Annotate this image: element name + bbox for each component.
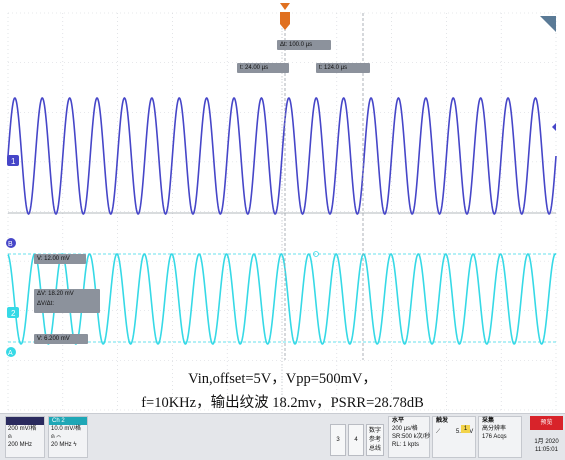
acquisition-count: 176 Acqs: [482, 434, 507, 440]
trigger-header: 触发: [436, 418, 449, 424]
waveform-display[interactable]: 1 B 2 A Δt: 100.0 µs t: 24.00 µs t: 124.…: [0, 0, 565, 413]
trigger-level-icon[interactable]: [552, 123, 556, 131]
delta-v-value: ΔV: 18.20 mV: [37, 291, 74, 297]
delta-v-dt-label: ΔV/Δt:: [37, 301, 55, 307]
caption-line-2: f=10KHz，输出纹波 18.2mv，PSRR=28.78dB: [141, 395, 424, 411]
sample-rate: SR:500 k次/秒: [392, 434, 431, 440]
svg-text:2: 2: [11, 309, 16, 318]
cursor-handle-icon[interactable]: [313, 251, 319, 257]
acquisition-settings[interactable]: 采集 高分辨率 176 Acqs: [478, 416, 522, 458]
stop-preview-button[interactable]: 预览: [530, 416, 563, 430]
channel-4-button[interactable]: 4: [348, 424, 364, 456]
channel-1-trace: [7, 97, 557, 215]
corner-menu-icon[interactable]: [540, 16, 556, 32]
channel-1-waveform: [7, 97, 557, 215]
svg-text:1: 1: [11, 157, 16, 166]
channel-2-header: Ch 2: [49, 417, 87, 425]
cursor-2-time-readout: t: 124.0 µs: [316, 63, 370, 73]
delta-t-readout: Δt: 100.0 µs: [277, 40, 331, 50]
status-bar: 200 mV/格 ⍝ 200 MHz Ch 2 10.0 mV/格 ⍝ ⌒ 20…: [0, 413, 565, 460]
delta-v-readout: ΔV: 18.20 mV ΔV/Δt:: [34, 289, 100, 313]
channel-1-scale: 200 mV/格: [8, 426, 37, 432]
channel-1-coupling: ⍝: [8, 434, 12, 440]
channel-2-scale: 10.0 mV/格: [51, 426, 82, 432]
channel-2-trace: [7, 253, 557, 345]
acquisition-mode: 高分辨率: [482, 426, 507, 432]
horizontal-settings[interactable]: 水平 200 µs/格 SR:500 k次/秒 RL: 1 kpts: [388, 416, 430, 458]
trigger-source-badge: 1: [461, 425, 470, 433]
ch2-marker[interactable]: 2: [7, 307, 19, 318]
cursor-1-voltage-readout: V: 12.00 mV: [34, 254, 86, 264]
digital-label: 数字: [368, 428, 381, 434]
trigger-slope-icon: ⟋: [436, 429, 441, 435]
caption-line-1: Vin,offset=5V，Vpp=500mV，: [188, 371, 377, 387]
ref-b-marker[interactable]: B: [6, 238, 16, 248]
ref-a-marker[interactable]: A: [6, 347, 16, 357]
acquisition-header: 采集: [482, 418, 495, 424]
cursor-1-time-readout: t: 24.00 µs: [237, 63, 289, 73]
channel-1-settings[interactable]: 200 mV/格 ⍝ 200 MHz: [5, 416, 45, 458]
svg-text:B: B: [8, 241, 13, 248]
channel-3-button[interactable]: 3: [330, 424, 346, 456]
ref-label: 参考: [368, 437, 381, 443]
trigger-settings[interactable]: 触发 1 ⟋ 5.13 V: [432, 416, 476, 458]
time-per-division: 200 µs/格: [392, 426, 418, 432]
channel-1-bandwidth: 200 MHz: [8, 442, 33, 448]
cursor-2-voltage-readout: V: 6.200 mV: [34, 334, 88, 344]
channel-2-waveform: [7, 253, 557, 345]
svg-text:A: A: [8, 350, 13, 357]
channel-2-coupling: ⍝ ⌒: [51, 434, 62, 440]
date-label: 1月 2020: [534, 439, 559, 445]
channel-2-settings[interactable]: Ch 2 10.0 mV/格 ⍝ ⌒ 20 MHz ϟ: [48, 416, 88, 458]
datetime-display: 1月 2020 11:05:01: [530, 438, 563, 454]
horizontal-header: 水平: [392, 418, 405, 424]
channel-1-header: [6, 417, 44, 425]
trigger-position-icon[interactable]: [280, 3, 290, 30]
ch1-marker[interactable]: 1: [7, 155, 19, 166]
waveform-plot: 1 B 2 A: [6, 3, 557, 411]
time-label: 11:05:01: [535, 447, 558, 453]
digital-ref-bus-button[interactable]: 数字 参考 总线: [366, 424, 384, 456]
bus-label: 总线: [368, 446, 381, 452]
record-length: RL: 1 kpts: [392, 442, 420, 448]
channel-2-bandwidth: 20 MHz ϟ: [51, 442, 77, 448]
